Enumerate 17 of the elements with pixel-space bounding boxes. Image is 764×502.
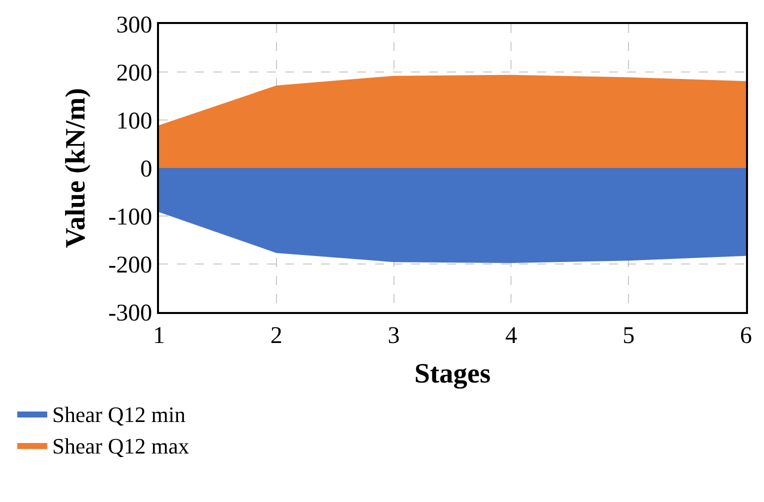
x-tick-label: 3 bbox=[388, 322, 400, 349]
y-axis-title: Value (kN/m) bbox=[60, 88, 92, 248]
y-tick-label: 200 bbox=[116, 60, 152, 86]
x-tick-label: 2 bbox=[270, 322, 282, 349]
x-tick-label: 4 bbox=[505, 322, 518, 349]
legend-label: Shear Q12 max bbox=[52, 434, 190, 459]
x-axis-title: Stages bbox=[414, 358, 491, 390]
y-tick-label: -300 bbox=[108, 300, 152, 326]
x-tick-label: 1 bbox=[153, 322, 165, 349]
y-tick-label: -200 bbox=[108, 252, 152, 278]
y-tick-label: 0 bbox=[140, 156, 152, 182]
y-tick-label: 300 bbox=[116, 12, 152, 38]
y-tick-label: -100 bbox=[108, 204, 152, 230]
legend-label: Shear Q12 min bbox=[52, 402, 186, 428]
x-tick-label: 5 bbox=[622, 322, 635, 349]
y-tick-label: 100 bbox=[116, 108, 152, 134]
x-tick-label: 6 bbox=[740, 322, 752, 349]
